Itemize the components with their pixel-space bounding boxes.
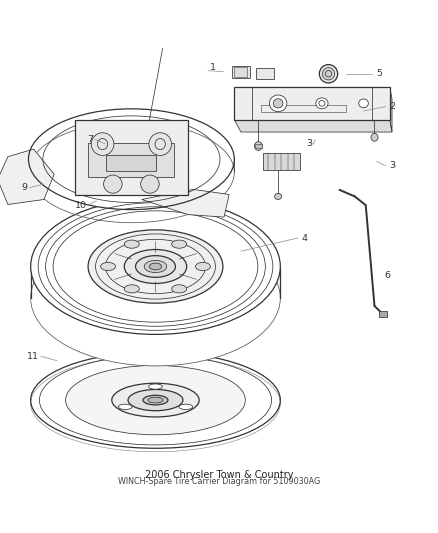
Ellipse shape bbox=[112, 383, 199, 417]
Bar bbox=[255, 144, 262, 148]
Ellipse shape bbox=[195, 262, 210, 271]
Bar bbox=[379, 311, 387, 317]
Text: 5: 5 bbox=[376, 69, 382, 78]
Ellipse shape bbox=[172, 240, 187, 248]
Ellipse shape bbox=[325, 70, 332, 77]
Ellipse shape bbox=[124, 285, 139, 293]
Ellipse shape bbox=[269, 95, 287, 112]
Ellipse shape bbox=[66, 366, 245, 435]
Text: WINCH-Spare Tire Carrier Diagram for 5109030AG: WINCH-Spare Tire Carrier Diagram for 510… bbox=[118, 477, 320, 486]
Ellipse shape bbox=[371, 133, 378, 141]
Ellipse shape bbox=[91, 133, 114, 156]
Ellipse shape bbox=[148, 384, 162, 389]
Ellipse shape bbox=[316, 98, 328, 109]
Ellipse shape bbox=[124, 249, 187, 284]
Bar bbox=[232, 66, 250, 78]
Ellipse shape bbox=[149, 263, 162, 270]
Ellipse shape bbox=[275, 193, 282, 199]
Ellipse shape bbox=[128, 390, 183, 411]
Ellipse shape bbox=[135, 256, 176, 277]
Ellipse shape bbox=[104, 175, 122, 193]
Bar bbox=[234, 67, 247, 77]
Bar bbox=[75, 120, 188, 196]
Ellipse shape bbox=[31, 230, 280, 366]
Ellipse shape bbox=[31, 199, 280, 334]
Ellipse shape bbox=[319, 64, 338, 83]
Ellipse shape bbox=[359, 99, 368, 108]
Ellipse shape bbox=[149, 133, 172, 156]
Ellipse shape bbox=[101, 262, 116, 271]
Text: 2006 Chrysler Town & Country: 2006 Chrysler Town & Country bbox=[145, 470, 293, 480]
Polygon shape bbox=[142, 189, 229, 217]
Bar bbox=[88, 142, 174, 176]
Bar bbox=[261, 105, 346, 111]
Text: 9: 9 bbox=[21, 183, 27, 192]
Text: 1: 1 bbox=[209, 63, 215, 72]
Ellipse shape bbox=[28, 109, 234, 209]
Ellipse shape bbox=[141, 175, 159, 193]
Ellipse shape bbox=[118, 404, 132, 409]
Text: 4: 4 bbox=[301, 233, 307, 243]
Text: 3: 3 bbox=[306, 139, 312, 148]
Ellipse shape bbox=[144, 261, 167, 272]
Bar bbox=[106, 156, 156, 171]
Ellipse shape bbox=[88, 230, 223, 303]
Polygon shape bbox=[0, 149, 54, 205]
Ellipse shape bbox=[143, 395, 168, 405]
Text: 11: 11 bbox=[27, 352, 39, 361]
Ellipse shape bbox=[322, 68, 335, 80]
Ellipse shape bbox=[273, 99, 283, 108]
Ellipse shape bbox=[172, 285, 187, 293]
Polygon shape bbox=[234, 87, 390, 120]
Text: 7: 7 bbox=[87, 135, 93, 144]
Polygon shape bbox=[234, 120, 392, 132]
Polygon shape bbox=[390, 87, 392, 132]
Ellipse shape bbox=[179, 404, 193, 409]
Ellipse shape bbox=[148, 397, 163, 403]
Ellipse shape bbox=[124, 240, 139, 248]
Text: 6: 6 bbox=[385, 271, 391, 280]
Text: 3: 3 bbox=[389, 161, 395, 170]
Text: 10: 10 bbox=[75, 201, 87, 209]
Bar bbox=[256, 68, 274, 79]
Ellipse shape bbox=[254, 142, 262, 150]
Text: 2: 2 bbox=[389, 102, 395, 111]
Ellipse shape bbox=[31, 352, 280, 448]
Polygon shape bbox=[263, 152, 300, 170]
